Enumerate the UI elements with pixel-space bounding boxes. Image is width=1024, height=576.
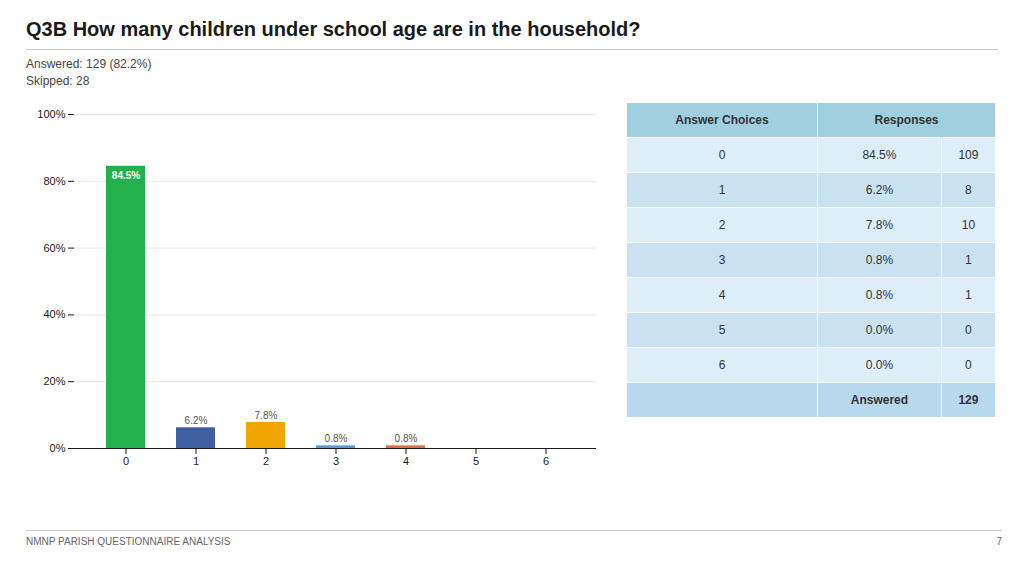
svg-text:0.8%: 0.8% [395, 433, 418, 444]
html-text:NMNP PARISH QUESTIONNAIRE ANAL: NMNP PARISH QUESTIONNAIRE ANALYSIS [26, 536, 231, 547]
html-text:1: 1 [718, 183, 726, 197]
html-text:Q3B How many children under sc: Q3B How many children under school age a… [26, 18, 641, 40]
html-text:0.8%: 0.8% [865, 253, 894, 267]
html-text:7.8%: 7.8% [865, 218, 894, 232]
html-text:0: 0 [965, 323, 972, 337]
html-text:3: 3 [718, 253, 726, 267]
html-text:0.8%: 0.8% [865, 288, 894, 302]
html-text:10: 10 [961, 218, 976, 232]
svg-text:20%: 20% [43, 375, 65, 387]
svg-text:3: 3 [333, 455, 339, 467]
svg-text:0: 0 [123, 455, 129, 467]
html-text:Answered: Answered [850, 393, 909, 407]
html-text:2: 2 [718, 218, 726, 232]
html-text:1: 1 [965, 253, 972, 267]
html-text:0.0%: 0.0% [865, 323, 894, 337]
html-text:Answered: 129 (82.2%): Answered: 129 (82.2%) [26, 57, 152, 71]
html-text:6: 6 [718, 358, 726, 372]
svg-text:5: 5 [473, 455, 479, 467]
html-text:0.0%: 0.0% [865, 358, 894, 372]
svg-text:4: 4 [403, 455, 409, 467]
html-text:Answer Choices: Answer Choices [675, 113, 769, 127]
svg-text:6: 6 [543, 455, 549, 467]
svg-text:40%: 40% [43, 308, 65, 320]
html-text:129: 129 [958, 393, 979, 407]
html-text:7: 7 [996, 536, 1002, 547]
svg-text:60%: 60% [43, 242, 65, 254]
svg-text:7.8%: 7.8% [255, 410, 278, 421]
html-text:1: 1 [965, 288, 972, 302]
svg-text:1: 1 [193, 455, 199, 467]
html-text:Skipped: 28: Skipped: 28 [26, 74, 90, 88]
svg-text:6.2%: 6.2% [185, 415, 208, 426]
svg-text:2: 2 [263, 455, 269, 467]
html-text:4: 4 [718, 288, 726, 302]
html-text:6.2%: 6.2% [865, 183, 894, 197]
html-text:Responses: Responses [874, 113, 939, 127]
html-text:8: 8 [965, 183, 972, 197]
svg-text:0.8%: 0.8% [325, 433, 348, 444]
svg-text:84.5%: 84.5% [112, 170, 140, 181]
svg-text:100%: 100% [37, 108, 65, 120]
svg-text:0%: 0% [50, 442, 66, 454]
html-text:0: 0 [965, 358, 972, 372]
html-text:0: 0 [718, 148, 726, 162]
html-text:109: 109 [958, 148, 979, 162]
html-text:84.5%: 84.5% [862, 148, 897, 162]
html-text:5: 5 [718, 323, 726, 337]
svg-text:80%: 80% [43, 175, 65, 187]
